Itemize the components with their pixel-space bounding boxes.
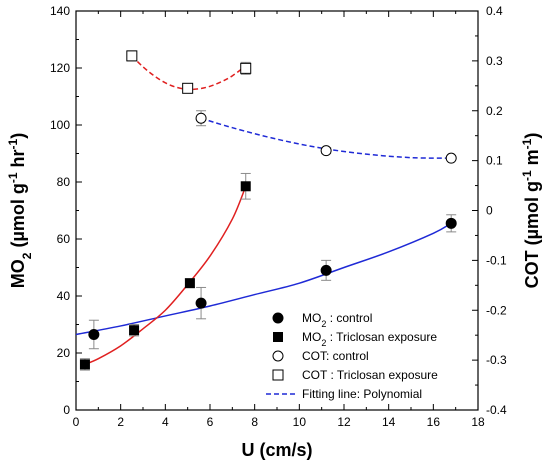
legend-label-main: COT: control: [302, 349, 369, 363]
x-tick-label: 6: [207, 415, 214, 429]
legend-label-sub: 2: [321, 319, 326, 329]
x-axis-title: U (cm/s): [241, 440, 312, 460]
y-right-tick-label: 0: [486, 204, 493, 218]
data-point-series-0: [320, 264, 332, 276]
x-tick-label: 0: [73, 415, 80, 429]
data-point-series-0: [88, 328, 100, 340]
legend-label: Fitting line: Polynomial: [302, 387, 422, 401]
y-left-title-sup: -1: [6, 138, 20, 149]
y-right-tick-label: 0.1: [486, 154, 503, 168]
y-left-title-part: hr: [8, 149, 28, 172]
y-right-tick-label: -0.3: [486, 353, 507, 367]
y-left-title-part: ): [8, 133, 28, 139]
legend-label-rest: : Triclosan exposure: [326, 330, 437, 344]
legend-label-main: MO: [302, 311, 321, 325]
data-point-series-1: [184, 278, 195, 289]
data-point-series-2: [195, 112, 207, 124]
y-left-tick-label: 100: [50, 118, 70, 132]
fit-line-series-1: [84, 185, 247, 366]
plot-frame: [75, 10, 479, 411]
markers-layer: [79, 50, 457, 370]
y-left-tick-label: 20: [57, 346, 71, 360]
y-left-axis-title: MO2 (µmol g-1 hr-1): [6, 133, 34, 288]
y-right-title-part: m: [522, 149, 542, 170]
y-right-title-sup: -1: [520, 138, 534, 149]
data-point-series-3: [182, 82, 194, 94]
legend-label-main: Fitting line: Polynomial: [302, 387, 422, 401]
y-right-tick-label: -0.4: [486, 403, 507, 417]
data-point-series-1: [129, 325, 140, 336]
legend-label-sub: 2: [321, 338, 326, 348]
legend-label: COT: control: [302, 349, 369, 363]
x-tick-label: 10: [293, 415, 307, 429]
y-left-title-base: MO: [8, 259, 28, 288]
data-point-series-0: [445, 217, 457, 229]
y-left-title-part: (µmol g: [8, 183, 28, 252]
data-point-series-2: [445, 152, 457, 164]
fit-line-series-0: [75, 222, 452, 336]
y-right-tick-label: 0.3: [486, 54, 503, 68]
x-tick-label: 8: [251, 415, 258, 429]
x-tick-label: 4: [162, 415, 169, 429]
y-left-tick-label: 120: [50, 61, 70, 75]
data-point-series-3: [240, 62, 252, 74]
y-left-tick-label: 60: [57, 232, 71, 246]
legend-label-main: COT : Triclosan exposure: [302, 368, 438, 382]
y-left-title-sub: 2: [20, 252, 34, 259]
y-left-tick-label: 40: [57, 289, 71, 303]
y-right-tick-label: -0.2: [486, 303, 507, 317]
data-point-series-2: [320, 145, 332, 157]
legend-marker: [272, 350, 284, 362]
labels-layer: 0 2 4 6 8 10 12 14 16 18020406080100120140-0.4-0.…: [6, 4, 542, 460]
legend-label: MO2 : control: [302, 311, 372, 329]
y-left-tick-label: 140: [50, 4, 70, 18]
legend-marker: [272, 312, 284, 324]
legend-marker: [273, 332, 283, 342]
y-right-title-part: ): [522, 133, 542, 139]
data-point-series-1: [240, 181, 251, 192]
legend-label: COT : Triclosan exposure: [302, 368, 438, 382]
y-right-tick-label: 0.4: [486, 4, 503, 18]
fit-lines-layer: [75, 55, 452, 366]
x-tick-label: 14: [382, 415, 396, 429]
axes-layer: [75, 10, 479, 411]
data-point-series-0: [195, 297, 207, 309]
legend-label-main: MO: [302, 330, 321, 344]
y-left-tick-label: 80: [57, 175, 71, 189]
y-right-title-base: COT (µmol g: [522, 181, 542, 288]
x-tick-label: 2: [117, 415, 124, 429]
legend-marker: [272, 369, 284, 381]
y-right-title-sup: -1: [520, 170, 534, 181]
x-tick-label: 12: [337, 415, 351, 429]
data-point-series-1: [79, 359, 90, 370]
y-right-axis-title: COT (µmol g-1 m-1): [520, 133, 542, 289]
y-right-tick-label: -0.1: [486, 253, 507, 267]
x-tick-label: 18: [471, 415, 485, 429]
x-tick-label: 16: [427, 415, 441, 429]
y-right-tick-label: 0.2: [486, 104, 503, 118]
legend-label: MO2 : Triclosan exposure: [302, 330, 437, 348]
y-left-tick-label: 0: [63, 403, 70, 417]
legend-label-rest: : control: [326, 311, 372, 325]
y-left-title-sup: -1: [6, 172, 20, 183]
data-point-series-3: [126, 50, 138, 62]
